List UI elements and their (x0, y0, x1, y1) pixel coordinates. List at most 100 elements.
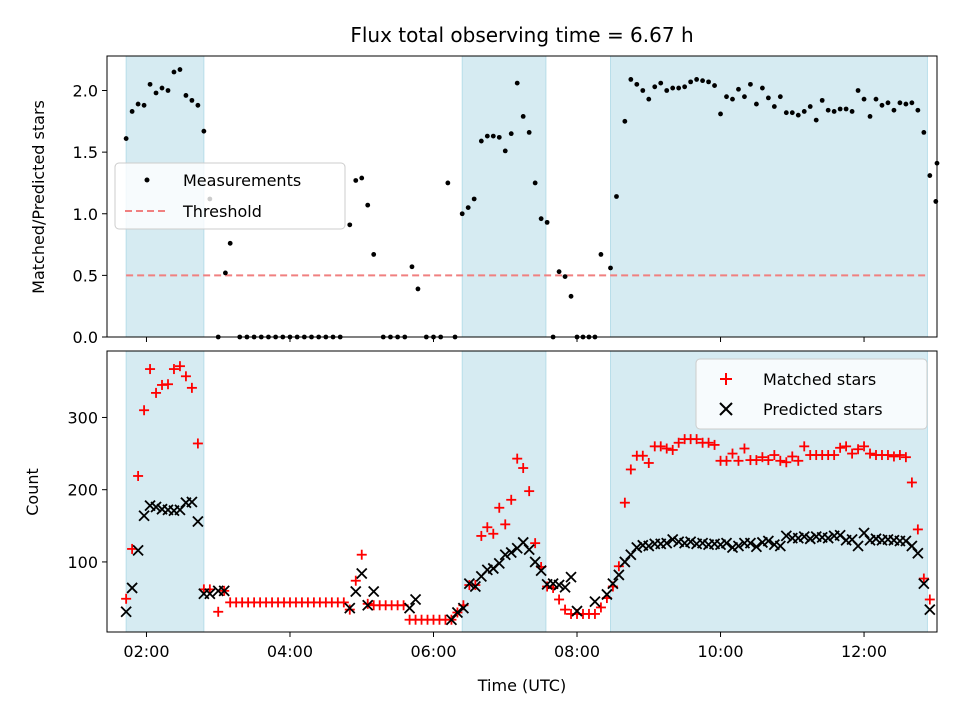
matched-star-point (787, 451, 798, 462)
bottom-x-label: Time (UTC) (477, 676, 566, 695)
predicted-star-point (798, 531, 810, 543)
bottom-legend-box (695, 358, 928, 430)
matched-star-point (356, 549, 367, 560)
predicted-star-point (132, 544, 144, 557)
matched-star-point (192, 438, 203, 449)
measurement-point (927, 173, 933, 178)
matched-star-point (841, 441, 852, 452)
bottom-legend: Matched stars Predicted stars (695, 358, 928, 430)
matched-star-point (769, 450, 780, 461)
predicted-star-point (661, 537, 673, 549)
measurement-point (526, 130, 532, 135)
matched-star-point (637, 450, 648, 461)
matched-star-point (751, 455, 762, 466)
matched-star-point (835, 442, 846, 453)
measurement-point (183, 93, 189, 98)
x-tick-label: 08:00 (554, 642, 600, 661)
x-tick-label: 02:00 (123, 642, 169, 661)
matched-star-point (151, 387, 162, 398)
measurement-point (652, 84, 658, 90)
measurement-point (177, 67, 183, 72)
y-tick-label: 0.5 (73, 266, 98, 285)
predicted-star-point (732, 540, 745, 552)
predicted-star-point (469, 580, 481, 593)
matched-star-point (691, 434, 702, 445)
measurement-point (634, 81, 640, 87)
top-legend-box (114, 162, 346, 230)
measurement-point (718, 111, 723, 117)
matched-star-point (133, 470, 144, 481)
measurement-point (171, 69, 177, 75)
matched-star-point (847, 448, 858, 459)
predicted-star-point (344, 602, 356, 614)
measurement-point (129, 109, 135, 114)
x-tick-label: 04:00 (267, 642, 313, 661)
y-tick-label: 200 (67, 481, 98, 500)
measurement-point (891, 107, 897, 113)
measurement-point (765, 95, 771, 101)
matched-star-point (853, 444, 864, 455)
predicted-star-point (499, 549, 511, 561)
measurement-point (855, 88, 861, 93)
measurement-point (622, 118, 628, 124)
measurement-point (879, 102, 885, 108)
measurement-point (664, 88, 670, 93)
measurement-point (415, 286, 421, 292)
matched-star-point (781, 457, 792, 468)
predicted-star-point (553, 579, 565, 591)
predicted-star-point (559, 581, 571, 593)
top-axes-frame (106, 55, 938, 338)
measurement-point (730, 96, 735, 102)
matched-star-point (589, 608, 600, 619)
predicted-star-point (804, 533, 816, 545)
predicted-star-point (613, 569, 625, 581)
measurement-point (831, 109, 837, 114)
matched-star-point (476, 530, 487, 541)
measurement-point (195, 102, 201, 108)
matched-star-point (613, 561, 624, 572)
predicted-star-point (362, 599, 374, 611)
matched-star-point (560, 604, 571, 615)
measurement-point (771, 104, 777, 109)
matched-star-point (709, 439, 720, 450)
measurement-point (227, 240, 233, 246)
predicted-star-point (822, 532, 834, 544)
measurement-point (359, 175, 365, 181)
predicted-star-point (218, 585, 230, 597)
predicted-star-point (750, 541, 763, 553)
matched-star-point (703, 437, 714, 448)
measurement-point (347, 222, 353, 228)
matched-star-point (924, 594, 935, 605)
measurement-point (562, 274, 568, 280)
measurement-point (903, 101, 909, 107)
measurement-point (496, 134, 502, 140)
x-tick-label: 06:00 (410, 642, 456, 661)
matched-star-point (721, 455, 732, 466)
measurement-point (465, 205, 471, 210)
predicted-star-point (138, 510, 150, 522)
predicted-star-point (762, 535, 775, 547)
measurement-point (532, 180, 538, 186)
legend-threshold-label: Threshold (182, 202, 262, 221)
measurement-point (861, 96, 867, 102)
matched-star-point (643, 457, 654, 468)
matched-star-point (918, 573, 929, 584)
measurement-point (736, 86, 741, 92)
legend-matched-label: Matched stars (763, 370, 876, 389)
predicted-star-point (505, 546, 517, 559)
matched-star-point (882, 450, 893, 461)
predicted-star-point (744, 537, 757, 549)
measurement-point (520, 113, 526, 119)
measurement-point (873, 96, 879, 102)
legend-measurements-marker (144, 177, 150, 183)
matched-star-point (186, 382, 197, 393)
bottom-matched-stars (121, 361, 935, 625)
predicted-star-point (457, 602, 470, 614)
predicted-star-point (523, 544, 535, 556)
measurement-point (748, 81, 753, 87)
matched-star-point (739, 443, 750, 454)
matched-star-point (338, 597, 349, 608)
measurement-point (706, 79, 711, 85)
measurement-point (777, 94, 783, 100)
measurement-point (825, 107, 831, 113)
